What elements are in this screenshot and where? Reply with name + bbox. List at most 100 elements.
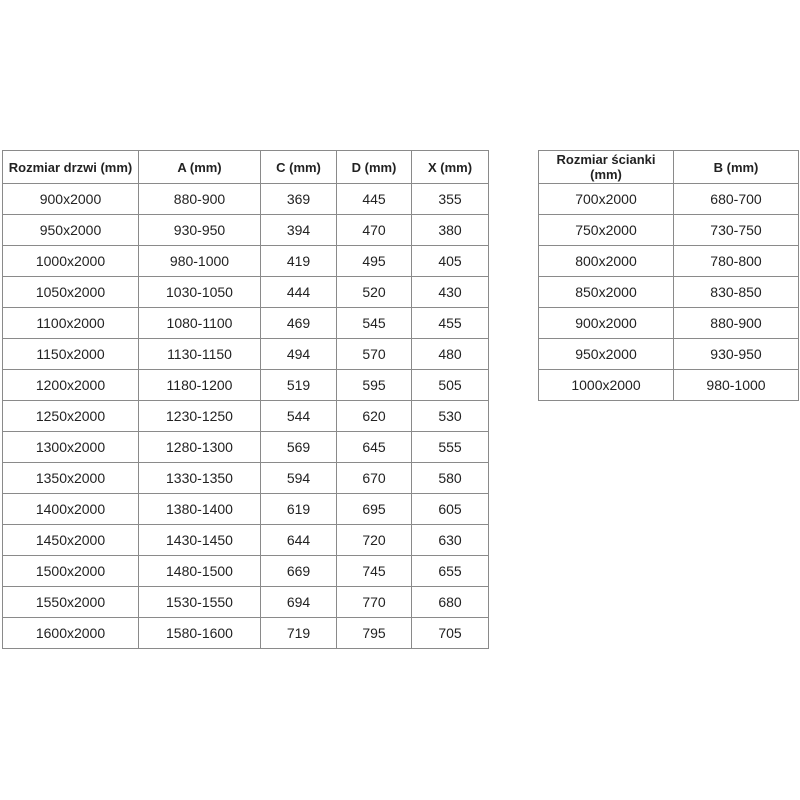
table-cell: 1430-1450 (138, 524, 261, 556)
column-header: A (mm) (138, 150, 261, 184)
table-cell: 730-750 (673, 214, 799, 246)
column-header: Rozmiar drzwi (mm) (2, 150, 139, 184)
table-cell: 1080-1100 (138, 307, 261, 339)
table-cell: 1380-1400 (138, 493, 261, 525)
table-cell: 1480-1500 (138, 555, 261, 587)
table-header-row: Rozmiar drzwi (mm) A (mm) C (mm) D (mm) X (m… (2, 150, 489, 184)
table-cell: 900x2000 (538, 307, 674, 339)
table-cell: 1150x2000 (2, 338, 139, 370)
table-cell: 570 (336, 338, 412, 370)
table-cell: 1000x2000 (2, 245, 139, 277)
table-cell: 470 (336, 214, 412, 246)
table-cell: 880-900 (138, 183, 261, 215)
table-cell: 1400x2000 (2, 493, 139, 525)
table-cell: 595 (336, 369, 412, 401)
table-cell: 645 (336, 431, 412, 463)
column-header: C (mm) (260, 150, 337, 184)
table-cell: 355 (411, 183, 489, 215)
table-cell: 519 (260, 369, 337, 401)
table-cell: 444 (260, 276, 337, 308)
table-cell: 569 (260, 431, 337, 463)
table-cell: 445 (336, 183, 412, 215)
table-cell: 694 (260, 586, 337, 618)
table-cell: 880-900 (673, 307, 799, 339)
table-cell: 745 (336, 555, 412, 587)
table-cell: 795 (336, 617, 412, 649)
table-cell: 1180-1200 (138, 369, 261, 401)
table-cell: 680-700 (673, 183, 799, 215)
table-cell: 380 (411, 214, 489, 246)
table-cell: 980-1000 (673, 369, 799, 401)
table-cell: 530 (411, 400, 489, 432)
column-header: Rozmiar ścianki (mm) (538, 150, 674, 184)
door-size-table: Rozmiar drzwi (mm) A (mm) C (mm) D (mm) X (m… (2, 150, 489, 649)
table-cell: 480 (411, 338, 489, 370)
table-cell: 580 (411, 462, 489, 494)
table-cell: 830-850 (673, 276, 799, 308)
table-cell: 430 (411, 276, 489, 308)
table-cell: 419 (260, 245, 337, 277)
table-cell: 1130-1150 (138, 338, 261, 370)
table-cell: 644 (260, 524, 337, 556)
table-row: 800x2000 780-800 (538, 245, 799, 277)
table-row: 1550x2000 1530-1550 694 770 680 (2, 586, 489, 618)
table-cell: 469 (260, 307, 337, 339)
table-cell: 655 (411, 555, 489, 587)
table-row: 950x2000 930-950 394 470 380 (2, 214, 489, 246)
table-cell: 950x2000 (2, 214, 139, 246)
table-cell: 669 (260, 555, 337, 587)
table-row: 1050x2000 1030-1050 444 520 430 (2, 276, 489, 308)
table-cell: 980-1000 (138, 245, 261, 277)
table-row: 1100x2000 1080-1100 469 545 455 (2, 307, 489, 339)
table-cell: 455 (411, 307, 489, 339)
table-cell: 394 (260, 214, 337, 246)
table-cell: 750x2000 (538, 214, 674, 246)
table-cell: 630 (411, 524, 489, 556)
table-cell: 1250x2000 (2, 400, 139, 432)
table-cell: 555 (411, 431, 489, 463)
table-header-row: Rozmiar ścianki (mm) B (mm) (538, 150, 799, 184)
table-cell: 544 (260, 400, 337, 432)
table-row: 1000x2000 980-1000 419 495 405 (2, 245, 489, 277)
table-cell: 1500x2000 (2, 555, 139, 587)
table-cell: 780-800 (673, 245, 799, 277)
table-cell: 695 (336, 493, 412, 525)
table-row: 950x2000 930-950 (538, 338, 799, 370)
table-cell: 1030-1050 (138, 276, 261, 308)
table-row: 1600x2000 1580-1600 719 795 705 (2, 617, 489, 649)
table-cell: 594 (260, 462, 337, 494)
table-cell: 369 (260, 183, 337, 215)
table-cell: 1200x2000 (2, 369, 139, 401)
column-header: B (mm) (673, 150, 799, 184)
table-cell: 1300x2000 (2, 431, 139, 463)
table-cell: 1330-1350 (138, 462, 261, 494)
table-cell: 605 (411, 493, 489, 525)
table-cell: 619 (260, 493, 337, 525)
table-row: 1200x2000 1180-1200 519 595 505 (2, 369, 489, 401)
table-row: 1150x2000 1130-1150 494 570 480 (2, 338, 489, 370)
table-cell: 545 (336, 307, 412, 339)
table-row: 700x2000 680-700 (538, 183, 799, 215)
table-cell: 1000x2000 (538, 369, 674, 401)
table-cell: 719 (260, 617, 337, 649)
table-cell: 930-950 (673, 338, 799, 370)
table-cell: 495 (336, 245, 412, 277)
table-cell: 900x2000 (2, 183, 139, 215)
table-cell: 520 (336, 276, 412, 308)
table-cell: 1350x2000 (2, 462, 139, 494)
table-cell: 1550x2000 (2, 586, 139, 618)
table-cell: 670 (336, 462, 412, 494)
table-cell: 1230-1250 (138, 400, 261, 432)
table-row: 900x2000 880-900 369 445 355 (2, 183, 489, 215)
table-cell: 770 (336, 586, 412, 618)
column-header: X (mm) (411, 150, 489, 184)
table-cell: 930-950 (138, 214, 261, 246)
table-cell: 1280-1300 (138, 431, 261, 463)
table-row: 750x2000 730-750 (538, 214, 799, 246)
table-cell: 620 (336, 400, 412, 432)
table-cell: 494 (260, 338, 337, 370)
table-cell: 850x2000 (538, 276, 674, 308)
table-row: 1350x2000 1330-1350 594 670 580 (2, 462, 489, 494)
table-cell: 1050x2000 (2, 276, 139, 308)
table-row: 1250x2000 1230-1250 544 620 530 (2, 400, 489, 432)
